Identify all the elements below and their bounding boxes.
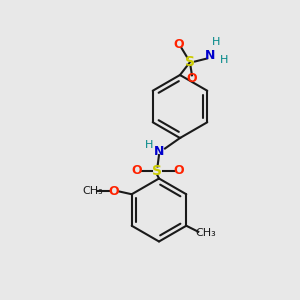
Text: S: S (185, 55, 196, 68)
Text: O: O (173, 38, 184, 52)
Text: CH₃: CH₃ (195, 228, 216, 238)
Text: N: N (154, 145, 164, 158)
Text: O: O (108, 185, 119, 198)
Text: O: O (173, 164, 184, 178)
Text: H: H (145, 140, 153, 151)
Text: H: H (220, 55, 228, 65)
Text: H: H (212, 37, 220, 47)
Text: CH₃: CH₃ (82, 186, 103, 196)
Text: O: O (187, 72, 197, 86)
Text: O: O (131, 164, 142, 178)
Text: S: S (152, 164, 163, 178)
Text: N: N (205, 49, 215, 62)
